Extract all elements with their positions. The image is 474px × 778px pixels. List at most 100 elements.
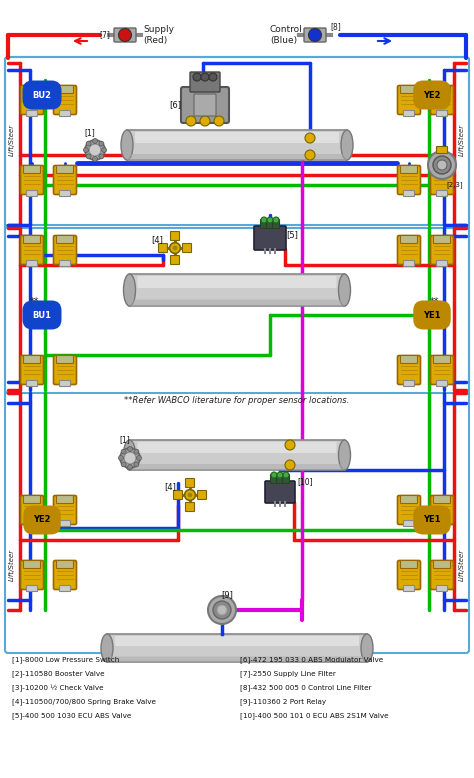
Text: **Refer WABCO literature for proper sensor locations.: **Refer WABCO literature for proper sens…: [124, 395, 350, 405]
Ellipse shape: [121, 130, 133, 160]
FancyBboxPatch shape: [24, 496, 40, 503]
Text: YE2: YE2: [33, 516, 51, 524]
Circle shape: [209, 73, 217, 81]
Text: Control
(Blue): Control (Blue): [270, 26, 303, 44]
FancyBboxPatch shape: [20, 236, 44, 265]
Text: BU1: BU1: [33, 310, 52, 320]
FancyBboxPatch shape: [430, 86, 454, 114]
FancyBboxPatch shape: [304, 28, 326, 42]
Circle shape: [193, 73, 201, 81]
Circle shape: [173, 246, 177, 251]
Text: YE1: YE1: [423, 310, 441, 320]
FancyBboxPatch shape: [27, 586, 37, 591]
Text: Supply
(Red): Supply (Red): [143, 26, 174, 44]
Circle shape: [186, 116, 196, 126]
Ellipse shape: [361, 634, 373, 662]
FancyBboxPatch shape: [60, 380, 71, 387]
Circle shape: [134, 462, 139, 467]
FancyBboxPatch shape: [403, 191, 414, 197]
FancyBboxPatch shape: [403, 110, 414, 117]
FancyBboxPatch shape: [437, 146, 447, 153]
FancyBboxPatch shape: [171, 255, 180, 265]
FancyBboxPatch shape: [24, 356, 40, 363]
Circle shape: [305, 133, 315, 143]
Circle shape: [86, 154, 91, 159]
FancyBboxPatch shape: [60, 261, 71, 267]
FancyBboxPatch shape: [254, 226, 286, 250]
FancyBboxPatch shape: [185, 503, 194, 511]
FancyBboxPatch shape: [194, 94, 216, 116]
FancyBboxPatch shape: [434, 236, 450, 244]
FancyBboxPatch shape: [173, 490, 182, 499]
FancyBboxPatch shape: [265, 481, 295, 503]
FancyBboxPatch shape: [401, 356, 418, 363]
Text: [6]: [6]: [169, 100, 181, 110]
FancyBboxPatch shape: [181, 87, 229, 123]
FancyBboxPatch shape: [56, 496, 73, 503]
FancyBboxPatch shape: [56, 356, 73, 363]
FancyBboxPatch shape: [54, 86, 76, 114]
Circle shape: [305, 150, 315, 160]
Circle shape: [118, 455, 124, 461]
Text: Lift/Steer: Lift/Steer: [459, 124, 465, 156]
FancyBboxPatch shape: [266, 219, 273, 229]
FancyBboxPatch shape: [261, 219, 267, 229]
Circle shape: [267, 217, 273, 223]
Ellipse shape: [341, 130, 353, 160]
FancyBboxPatch shape: [54, 236, 76, 265]
FancyBboxPatch shape: [182, 244, 191, 253]
Text: [1]: [1]: [85, 128, 95, 138]
Text: Lift/Steer: Lift/Steer: [9, 124, 15, 156]
FancyBboxPatch shape: [283, 475, 290, 483]
FancyBboxPatch shape: [398, 560, 420, 590]
FancyBboxPatch shape: [27, 191, 37, 197]
FancyBboxPatch shape: [398, 166, 420, 194]
Circle shape: [285, 440, 295, 450]
Circle shape: [271, 472, 277, 478]
Text: [9]: [9]: [221, 591, 233, 600]
Circle shape: [309, 29, 321, 41]
Circle shape: [285, 460, 295, 470]
Circle shape: [86, 141, 91, 146]
Text: Lift/Steer: Lift/Steer: [459, 549, 465, 581]
Text: [1]: [1]: [119, 436, 130, 444]
Text: [1]-8000 Low Pressure Switch: [1]-8000 Low Pressure Switch: [12, 657, 119, 664]
Circle shape: [428, 151, 456, 179]
FancyBboxPatch shape: [137, 442, 337, 453]
FancyBboxPatch shape: [129, 464, 345, 470]
Text: Lift/Steer: Lift/Steer: [9, 549, 15, 581]
Circle shape: [433, 156, 451, 174]
FancyBboxPatch shape: [60, 520, 71, 527]
Circle shape: [85, 140, 105, 160]
FancyBboxPatch shape: [430, 356, 454, 384]
FancyBboxPatch shape: [401, 86, 418, 93]
FancyBboxPatch shape: [20, 356, 44, 384]
FancyBboxPatch shape: [27, 380, 37, 387]
FancyBboxPatch shape: [434, 86, 450, 93]
Circle shape: [188, 492, 192, 497]
FancyBboxPatch shape: [273, 219, 280, 229]
FancyBboxPatch shape: [56, 236, 73, 244]
Circle shape: [92, 138, 98, 143]
FancyBboxPatch shape: [403, 586, 414, 591]
Circle shape: [201, 73, 209, 81]
FancyBboxPatch shape: [430, 560, 454, 590]
FancyBboxPatch shape: [54, 356, 76, 384]
Circle shape: [170, 243, 181, 254]
FancyBboxPatch shape: [434, 356, 450, 363]
Text: [10]-400 500 101 0 ECU ABS 2S1M Valve: [10]-400 500 101 0 ECU ABS 2S1M Valve: [240, 713, 389, 720]
FancyBboxPatch shape: [434, 166, 450, 173]
Ellipse shape: [338, 440, 350, 470]
FancyBboxPatch shape: [398, 86, 420, 114]
FancyBboxPatch shape: [401, 236, 418, 244]
FancyBboxPatch shape: [127, 130, 347, 160]
Circle shape: [101, 148, 107, 152]
FancyBboxPatch shape: [20, 166, 44, 194]
FancyBboxPatch shape: [430, 166, 454, 194]
FancyBboxPatch shape: [20, 86, 44, 114]
FancyBboxPatch shape: [403, 261, 414, 267]
FancyBboxPatch shape: [127, 154, 347, 160]
Circle shape: [261, 217, 267, 223]
Text: [10]: [10]: [297, 478, 313, 486]
FancyBboxPatch shape: [403, 520, 414, 527]
